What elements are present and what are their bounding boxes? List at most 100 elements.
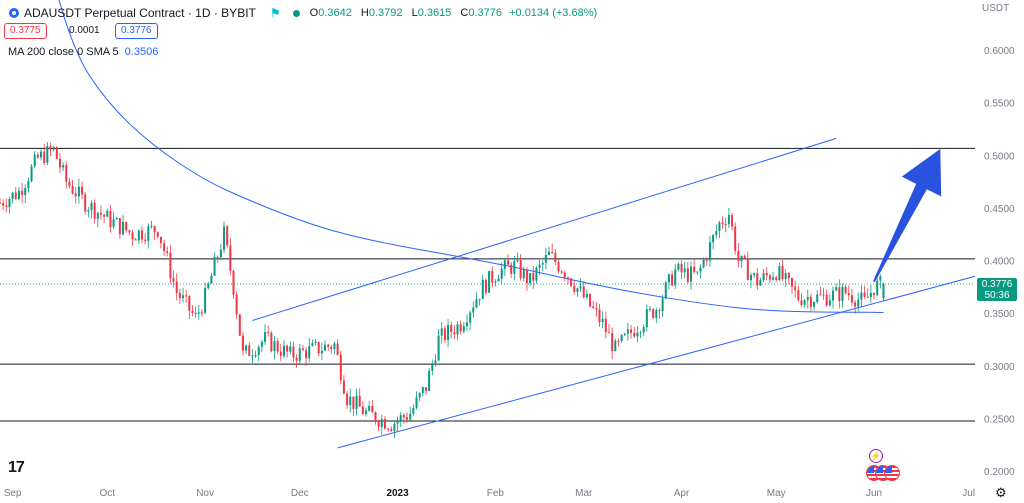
candle-body — [705, 259, 708, 261]
candle — [443, 325, 446, 344]
candle — [469, 310, 472, 331]
buy-price-button[interactable]: 0.3776 — [115, 23, 158, 39]
candle-body — [683, 268, 686, 273]
candle-body — [481, 279, 484, 300]
candle-body — [753, 273, 756, 276]
candle-body — [800, 300, 803, 305]
candle-body — [115, 218, 118, 220]
candle-body — [832, 290, 835, 301]
candle-body — [49, 146, 52, 150]
lightning-event-icon[interactable]: ⚡ — [869, 449, 883, 463]
candle-body — [421, 387, 424, 394]
candle — [680, 260, 683, 280]
market-open-icon[interactable]: ⚑ — [269, 6, 281, 20]
candle — [14, 186, 17, 201]
candle-body — [462, 326, 465, 332]
candle-body — [27, 181, 30, 189]
candle — [866, 288, 869, 298]
candle — [743, 254, 746, 260]
candle — [854, 300, 857, 314]
candle — [715, 224, 718, 239]
y-tick-label: 0.4000 — [984, 257, 1015, 268]
candle — [718, 220, 721, 239]
candle-body — [87, 210, 90, 212]
indicator-legend[interactable]: MA 200 close 0 SMA 5 0.3506 — [8, 46, 158, 58]
candle-body — [686, 268, 689, 282]
candle — [737, 242, 740, 268]
candle-body — [453, 332, 456, 335]
symbol-header: ADAUSDT Perpetual Contract · 1D · BYBIT … — [8, 4, 597, 22]
candle-body — [90, 202, 93, 211]
candle — [8, 196, 11, 214]
candle-body — [620, 335, 623, 342]
candle-body — [150, 226, 153, 228]
candle-body — [434, 360, 437, 364]
tradingview-logo-icon[interactable]: 17 — [8, 459, 25, 476]
high-value: 0.3792 — [368, 7, 403, 19]
candle — [2, 199, 5, 210]
symbol-title[interactable]: ADAUSDT Perpetual Contract · 1D · BYBIT — [24, 6, 256, 20]
candle-body — [207, 283, 210, 289]
candle — [649, 305, 651, 312]
candle-body — [21, 190, 24, 195]
candle-body — [443, 328, 446, 341]
candle-body — [368, 405, 371, 411]
x-tick-label: May — [767, 488, 786, 499]
candle-body — [794, 286, 797, 291]
candle-body — [510, 264, 513, 274]
candle — [74, 187, 77, 204]
candle-body — [238, 314, 241, 336]
candle-body — [62, 165, 65, 168]
candle — [346, 391, 349, 409]
candle — [734, 222, 737, 255]
candle-body — [109, 210, 112, 227]
candle-body — [68, 181, 71, 187]
candle — [257, 344, 260, 362]
candle — [548, 246, 551, 256]
candle-body — [570, 278, 573, 286]
sell-price-button[interactable]: 0.3775 — [4, 23, 47, 39]
candle — [453, 325, 456, 340]
candle-body — [219, 249, 222, 258]
bar-countdown: 50:36 — [984, 290, 1010, 301]
candle — [500, 262, 503, 285]
candle-body — [876, 280, 879, 295]
candle-body — [93, 202, 96, 219]
candle — [873, 292, 876, 300]
candle — [740, 255, 743, 269]
candle-body — [661, 298, 664, 312]
indicator-value: 0.3506 — [124, 46, 159, 58]
candle — [667, 273, 670, 290]
candle — [566, 276, 569, 285]
candle — [147, 223, 150, 249]
candle — [40, 148, 43, 161]
projection-arrow-shape — [873, 148, 942, 282]
candle-body — [245, 345, 248, 351]
candle-body — [84, 194, 87, 212]
candle-body — [658, 309, 661, 312]
candle-body — [607, 332, 610, 334]
candle-body — [541, 262, 544, 265]
candle — [762, 268, 765, 283]
candle — [188, 295, 191, 319]
candle-body — [450, 324, 453, 333]
candle — [835, 283, 838, 292]
currency-label[interactable]: USDT — [982, 3, 1010, 14]
us-flag-event-icon[interactable] — [866, 465, 902, 481]
candle — [611, 327, 614, 360]
candle — [282, 339, 285, 359]
candle — [109, 204, 112, 233]
settings-gear-icon[interactable]: ⚙ — [995, 485, 1007, 500]
candle — [639, 330, 642, 339]
candle-body — [257, 346, 260, 356]
candle-body — [46, 146, 49, 164]
candle — [800, 292, 803, 307]
candle-body — [30, 166, 33, 182]
candle-body — [503, 260, 506, 269]
candle — [841, 283, 844, 308]
candle-body — [65, 165, 68, 182]
candle-body — [393, 423, 396, 431]
candle — [163, 239, 166, 256]
candle-body — [863, 292, 866, 297]
